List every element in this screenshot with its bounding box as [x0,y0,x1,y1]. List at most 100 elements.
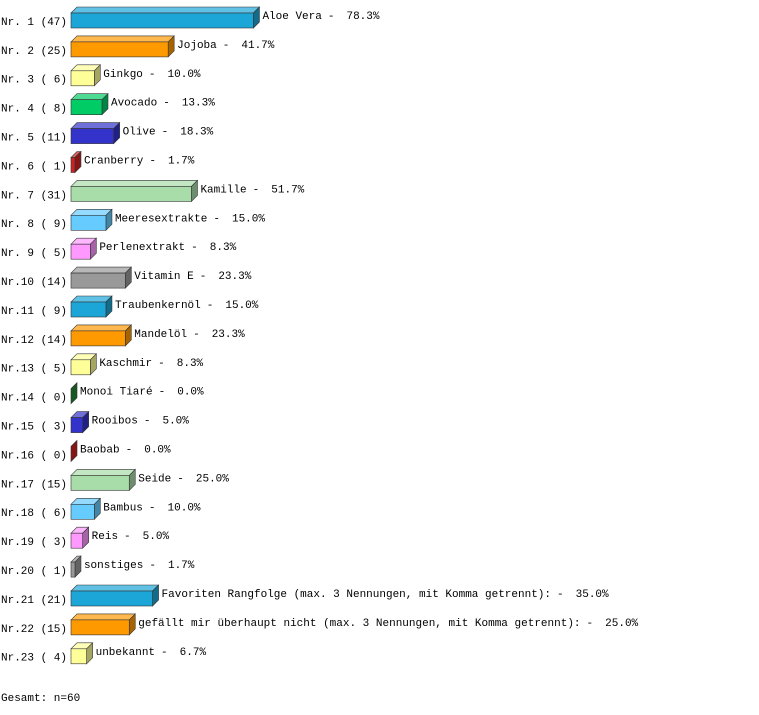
category: Favoriten Rangfolge (max. 3 Nennungen, m… [162,589,551,601]
separator: - [191,242,198,254]
separator: - [149,69,156,81]
separator: - [149,155,156,167]
bar [70,381,78,405]
bar [70,237,98,260]
separator: - [587,618,594,630]
bar-front [70,359,91,376]
row-label: Nr.13 ( 5) [1,364,67,376]
footer: Gesamt: n=60 [1,693,80,705]
row-label: Nr. 5 (11) [1,133,67,145]
row-label: Nr.12 (14) [1,335,67,347]
bar-top [70,295,113,303]
row-label: Nr.23 ( 4) [1,653,67,665]
bar-label: Meeresextrakte -15.0% [115,213,265,225]
bar-label: Monoi Tiaré -0.0% [80,387,204,399]
bar-label: sonstiges -1.7% [84,560,195,572]
separator: - [193,329,200,341]
category: Olive [123,127,156,139]
value-label: 41.7% [241,40,274,52]
bar-label: Aloe Vera -78.3% [262,11,379,23]
category: Jojoba [177,40,217,52]
bar-label: unbekannt -6.7% [96,647,207,659]
bar-front [70,301,107,318]
row-label: Nr.11 ( 9) [1,306,67,318]
category: Seide [138,473,171,485]
bar-front [70,417,83,433]
value-label: 23.3% [218,271,251,283]
bar-top [70,324,133,332]
separator: - [213,213,220,225]
bar-label: Traubenkernöl -15.0% [115,300,259,312]
separator: - [149,502,156,514]
value-label: 1.7% [168,155,195,167]
bar-front [70,561,76,578]
bar-label: Cranberry -1.7% [84,155,195,167]
bar-top [70,266,133,274]
value-label: 10.0% [168,502,201,514]
value-label: 13.3% [182,98,215,110]
category: Ginkgo [103,69,143,81]
bar [70,468,136,492]
bar [70,179,199,203]
separator: - [177,473,184,485]
category: gefällt mir überhaupt nicht (max. 3 Nenn… [138,618,580,630]
value-label: 6.7% [180,647,207,659]
category: Kaschmir [99,358,152,370]
row-label: Nr.20 ( 1) [1,566,67,578]
separator: - [253,184,260,196]
category: Mandelöl [134,329,187,341]
bar [70,613,136,636]
value-label: 51.7% [271,184,304,196]
bar-front [70,243,91,260]
row-label: Nr. 7 (31) [1,190,67,202]
bar-label: Rooibos -5.0% [92,416,190,428]
separator: - [557,589,564,601]
bar-top [70,6,261,14]
row-label: Nr. 2 (25) [1,46,67,58]
category: Reis [92,531,118,543]
value-label: 15.0% [225,300,258,312]
row-label: Nr.15 ( 3) [1,422,67,434]
bar [70,121,121,145]
separator: - [161,647,168,659]
bar-front [70,648,87,665]
bar-side [70,381,78,405]
bar [70,35,175,58]
separator: - [149,560,156,572]
value-label: 0.0% [177,387,204,399]
row-label: Nr. 3 ( 6) [1,75,67,87]
bar [70,266,133,289]
bar-label: Kamille -51.7% [200,184,304,196]
row-label: Nr.14 ( 0) [1,393,67,405]
bar [70,150,82,174]
bar-side [70,439,78,463]
row-label: Nr. 8 ( 9) [1,219,67,231]
bar-top [70,35,175,43]
row-label: Nr. 6 ( 1) [1,161,67,173]
separator: - [163,98,170,110]
bar-top [70,180,199,187]
row-label: Nr. 9 ( 5) [1,248,67,260]
row-label: Nr.18 ( 6) [1,508,67,520]
value-label: 25.0% [196,473,229,485]
bar [70,526,90,549]
bar-label: Baobab -0.0% [80,444,171,456]
value-label: 0.0% [144,444,171,456]
bar [70,92,109,116]
bar-front [70,272,126,289]
bar-front [70,475,130,491]
bar-front [70,70,95,87]
bar-top [70,469,136,476]
bar-label: Jojoba -41.7% [177,40,275,52]
bar-front [70,186,192,202]
value-label: 8.3% [210,242,237,254]
category: Cranberry [84,155,144,167]
value-label: 1.7% [168,560,195,572]
category: unbekannt [96,647,155,659]
bar-label: Ginkgo -10.0% [103,69,201,81]
separator: - [158,358,165,370]
value-label: 5.0% [162,416,189,428]
category: Baobab [80,444,120,456]
category: Monoi Tiaré [80,387,153,399]
